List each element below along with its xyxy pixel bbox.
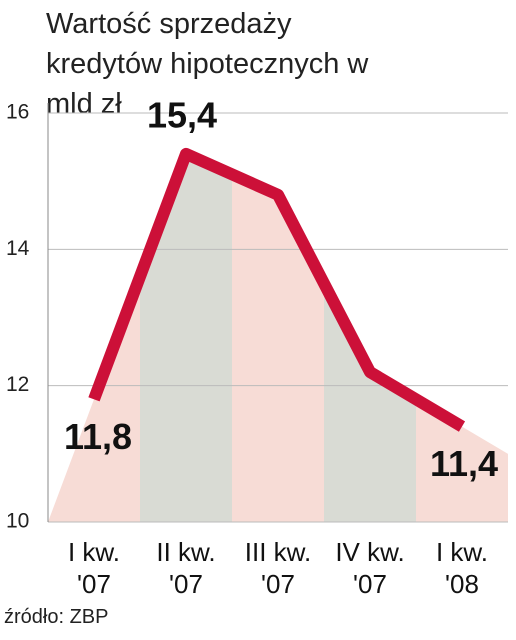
x-tick-label: IV kw. '07 — [335, 537, 405, 599]
x-tick-label: III kw. '07 — [244, 537, 312, 599]
y-tick-label: 16 — [6, 101, 29, 124]
x-tick-label: II kw. '07 — [156, 537, 216, 599]
y-tick-label: 14 — [6, 237, 30, 260]
value-label: 11,4 — [430, 443, 498, 484]
band — [232, 153, 324, 522]
x-tick-label: I kw. '07 — [67, 537, 120, 599]
value-label: 11,8 — [64, 416, 132, 457]
y-tick-label: 12 — [6, 373, 29, 396]
y-tick-label: 10 — [6, 510, 29, 533]
chart: 10 12 14 16 11,8 15,4 11,4 — [6, 94, 508, 533]
line — [88, 147, 466, 432]
x-tick-label: I kw. '08 — [435, 537, 488, 599]
band — [140, 153, 232, 522]
chart-title: Wartość sprzedaży kredytów hipotecznych … — [46, 8, 369, 120]
value-label: 15,4 — [147, 94, 217, 135]
source: źródło: ZBP — [4, 606, 109, 628]
